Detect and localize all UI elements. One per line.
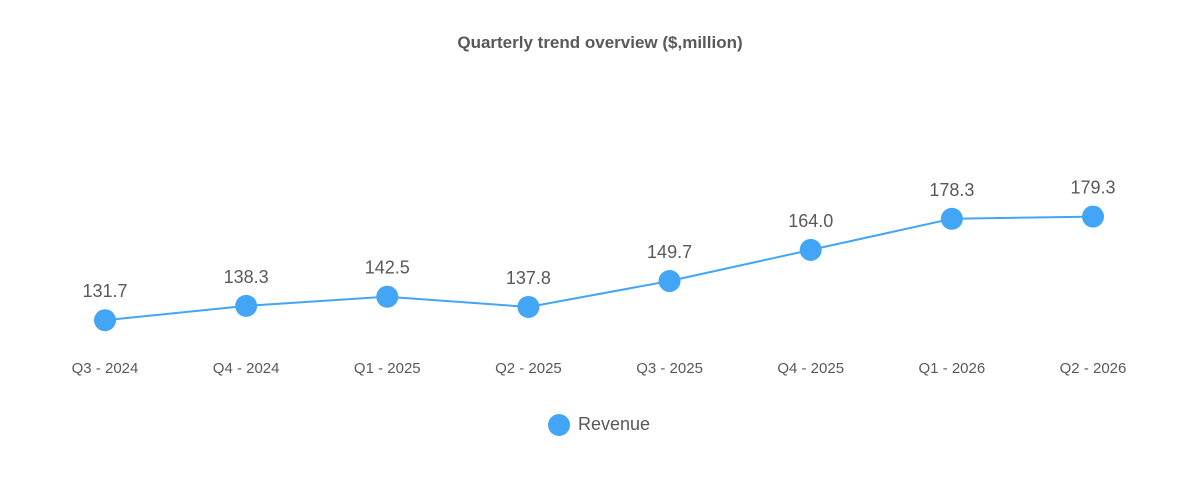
x-tick-label: Q1 - 2025: [354, 360, 421, 377]
data-point: [376, 285, 399, 308]
x-tick-label: Q2 - 2026: [1060, 360, 1127, 377]
data-label: 142.5: [365, 258, 410, 278]
x-tick-label: Q1 - 2026: [918, 360, 985, 377]
data-label: 149.7: [647, 242, 692, 262]
chart-title: Quarterly trend overview ($,million): [457, 33, 743, 52]
data-point: [658, 270, 681, 293]
x-tick-label: Q3 - 2024: [72, 360, 139, 377]
data-point: [235, 294, 258, 317]
x-tick-label: Q4 - 2025: [777, 360, 844, 377]
data-point: [940, 207, 963, 230]
revenue-series-line: [104, 215, 1094, 322]
data-point: [799, 238, 822, 261]
data-point: [517, 295, 540, 318]
legend: Revenue: [548, 414, 650, 436]
data-label: 138.3: [224, 267, 269, 287]
x-tick-label: Q3 - 2025: [636, 360, 703, 377]
data-point: [94, 309, 116, 332]
x-tick-label: Q2 - 2025: [495, 360, 562, 377]
data-label: 137.8: [506, 268, 551, 288]
data-label: 131.7: [82, 281, 127, 301]
legend-marker: [548, 414, 570, 436]
data-label: 164.0: [788, 211, 833, 231]
data-label: 179.3: [1070, 178, 1115, 198]
legend-label: Revenue: [578, 414, 650, 434]
data-point: [1082, 205, 1104, 228]
x-tick-label: Q4 - 2024: [213, 360, 280, 377]
data-label: 178.3: [929, 180, 974, 200]
